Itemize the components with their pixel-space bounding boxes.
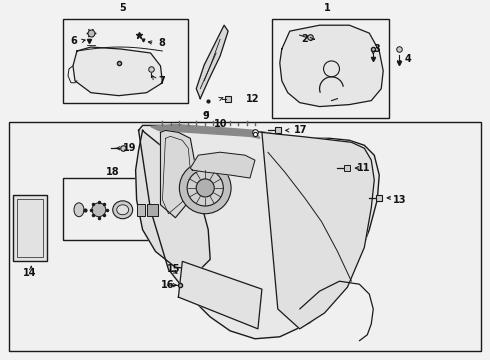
Bar [63,19,188,103]
Bar [17,199,43,257]
Text: 14: 14 [23,268,36,278]
Text: 3: 3 [373,44,380,54]
Text: 12: 12 [246,94,260,104]
Text: 9: 9 [202,112,209,121]
Text: 1: 1 [324,3,331,13]
Bar [272,19,389,118]
Polygon shape [196,25,228,99]
Text: 19: 19 [122,143,136,153]
Ellipse shape [113,201,133,219]
Ellipse shape [74,203,84,217]
Text: 10: 10 [214,120,228,130]
Polygon shape [150,125,260,138]
Text: 11: 11 [357,163,371,173]
Text: 17: 17 [294,125,307,135]
Text: 18: 18 [106,167,120,177]
Text: 13: 13 [393,195,407,205]
Polygon shape [178,261,262,329]
Polygon shape [161,130,196,218]
Polygon shape [139,125,379,339]
Circle shape [179,162,231,214]
Polygon shape [73,47,163,96]
Text: 6: 6 [70,36,77,46]
Polygon shape [136,130,210,269]
Bar [63,178,163,239]
Circle shape [187,170,223,206]
Ellipse shape [92,203,106,217]
Bar [147,204,158,216]
Text: 8: 8 [158,38,165,48]
Polygon shape [190,152,255,178]
Circle shape [196,179,214,197]
Polygon shape [280,25,383,107]
Text: 2: 2 [301,34,308,44]
Text: 4: 4 [405,54,412,64]
Text: 5: 5 [120,3,126,13]
Ellipse shape [117,205,129,215]
Text: 16: 16 [161,280,174,290]
Bar [13,195,47,261]
Bar [137,204,145,216]
Text: 15: 15 [167,264,180,274]
Bar [9,122,481,351]
Text: 7: 7 [158,76,165,86]
Polygon shape [262,132,374,329]
